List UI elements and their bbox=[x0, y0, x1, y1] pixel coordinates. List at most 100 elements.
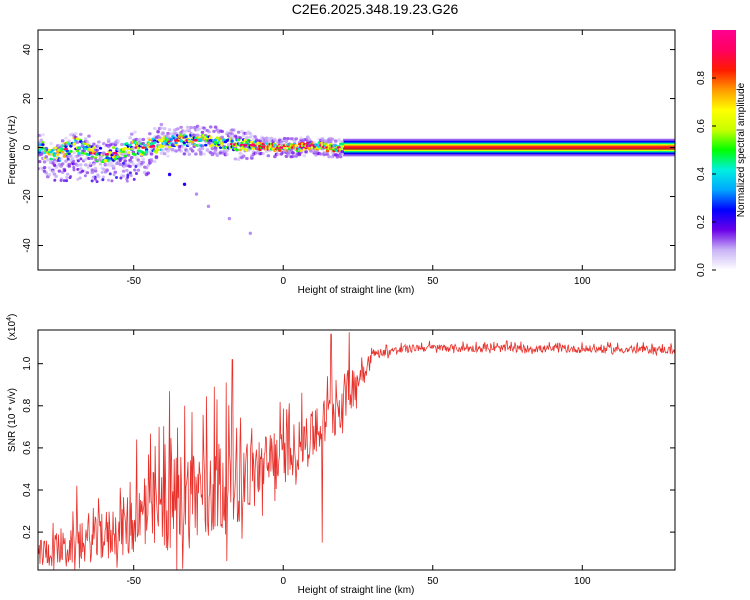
heatmap-y-tick-label: 0 bbox=[22, 144, 33, 150]
heatmap-cell bbox=[153, 141, 157, 145]
heatmap-cell bbox=[231, 128, 236, 132]
heatmap-cell bbox=[157, 135, 162, 140]
heatmap-cell bbox=[185, 149, 190, 153]
heatmap-x-tick-label: 50 bbox=[427, 276, 439, 287]
heatmap-cell bbox=[305, 135, 310, 139]
heatmap-cell bbox=[108, 172, 112, 176]
heatmap-cell bbox=[213, 125, 218, 129]
heatmap-cell bbox=[159, 139, 164, 143]
heatmap-cell bbox=[273, 137, 277, 141]
heatmap-cell bbox=[213, 149, 218, 153]
heatmap-cell bbox=[111, 146, 116, 149]
heatmap-cell bbox=[307, 137, 312, 142]
heatmap-cell bbox=[192, 133, 197, 137]
heatmap-cell bbox=[127, 164, 131, 168]
snr-multiplier: (x104) bbox=[6, 314, 18, 341]
heatmap-panel: -50 0 50 100 -40 -20 0 20 40 Height of straight… bbox=[7, 29, 676, 296]
heatmap-cell bbox=[97, 140, 101, 144]
heatmap-cell bbox=[69, 174, 73, 178]
colorbar-tick-label: 0.8 bbox=[696, 71, 707, 85]
heatmap-cell bbox=[286, 136, 290, 141]
heatmap-cell bbox=[338, 155, 343, 159]
heatmap-cell bbox=[93, 169, 98, 173]
heatmap-cell bbox=[49, 157, 53, 161]
snr-frame bbox=[37, 329, 676, 571]
heatmap-cell bbox=[103, 158, 108, 162]
heatmap-cell bbox=[41, 141, 45, 144]
heatmap-cell bbox=[52, 154, 57, 158]
heatmap-cell bbox=[162, 152, 167, 156]
heatmap-cell bbox=[105, 168, 109, 172]
heatmap-cell bbox=[184, 135, 188, 139]
heatmap-cell bbox=[278, 149, 282, 152]
heatmap-cell bbox=[261, 152, 266, 156]
heatmap-x-ticks: -50 0 50 100 bbox=[126, 30, 591, 287]
heatmap-cell bbox=[207, 141, 211, 145]
heatmap-cell bbox=[236, 130, 241, 134]
heatmap-cell bbox=[123, 146, 127, 150]
heatmap-cell bbox=[57, 169, 62, 173]
heatmap-cell bbox=[52, 152, 57, 155]
heatmap-cell bbox=[137, 160, 141, 164]
heatmap-cell bbox=[333, 139, 338, 143]
heatmap-cell bbox=[46, 158, 50, 162]
heatmap-cell bbox=[146, 171, 151, 175]
snr-multiplier-exponent: 4 bbox=[6, 317, 13, 321]
heatmap-cell bbox=[41, 143, 45, 147]
heatmap-cell bbox=[284, 139, 289, 143]
figure-title: C2E6.2025.348.19.23.G26 bbox=[292, 1, 459, 17]
heatmap-cell bbox=[80, 151, 85, 155]
heatmap-cell bbox=[56, 158, 60, 162]
colorbar-label: Normalized spectral amplitude bbox=[736, 82, 747, 217]
heatmap-cell bbox=[60, 139, 65, 143]
heatmap-cell bbox=[90, 179, 94, 183]
snr-background bbox=[38, 330, 675, 570]
heatmap-cell bbox=[96, 173, 100, 177]
heatmap-cell bbox=[72, 151, 76, 155]
heatmap-cell bbox=[141, 157, 146, 161]
snr-y-tick-label: 0.2 bbox=[22, 525, 33, 539]
heatmap-cell bbox=[167, 128, 172, 132]
heatmap-cell bbox=[69, 154, 73, 158]
heatmap-cell bbox=[90, 157, 94, 161]
heatmap-cell bbox=[245, 136, 249, 140]
heatmap-cell bbox=[149, 152, 154, 156]
heatmap-cell bbox=[152, 126, 157, 131]
heatmap-cell bbox=[129, 132, 134, 136]
heatmap-cell bbox=[64, 159, 68, 163]
heatmap-cell bbox=[144, 150, 149, 154]
colorbar: 0.0 0.2 0.4 0.6 0.8 Normalized spectral ampl… bbox=[696, 30, 747, 277]
heatmap-streak-point bbox=[248, 231, 253, 235]
heatmap-cell bbox=[138, 138, 142, 142]
heatmap-cell bbox=[156, 130, 160, 134]
heatmap-cell bbox=[241, 134, 246, 138]
snr-x-tick-label: 100 bbox=[574, 576, 591, 587]
heatmap-cell bbox=[185, 125, 190, 129]
heatmap-cell bbox=[67, 139, 72, 143]
heatmap-cell bbox=[101, 178, 105, 182]
heatmap-y-tick-label: -40 bbox=[22, 238, 33, 253]
heatmap-cell bbox=[116, 139, 121, 143]
heatmap-cell bbox=[340, 144, 344, 148]
snr-y-tick-label: 1.0 bbox=[22, 356, 33, 370]
heatmap-cell bbox=[238, 136, 243, 140]
heatmap-cell bbox=[166, 131, 170, 136]
heatmap-cell bbox=[230, 132, 234, 136]
heatmap-cell bbox=[101, 175, 105, 179]
heatmap-cell bbox=[74, 131, 78, 136]
heatmap-cell bbox=[106, 138, 111, 142]
heatmap-cell bbox=[118, 162, 123, 166]
heatmap-cell bbox=[171, 147, 175, 152]
heatmap-cell bbox=[95, 148, 100, 152]
heatmap-cell bbox=[144, 152, 149, 156]
heatmap-cell bbox=[133, 153, 137, 156]
heatmap-cell bbox=[64, 136, 68, 140]
heatmap-cell bbox=[207, 130, 211, 134]
heatmap-cell bbox=[304, 150, 308, 154]
colorbar-gradient bbox=[712, 30, 736, 270]
heatmap-cell bbox=[107, 178, 111, 182]
heatmap-cell bbox=[79, 157, 83, 161]
heatmap-cell bbox=[294, 144, 298, 148]
heatmap-cell bbox=[166, 149, 170, 153]
heatmap-cell bbox=[123, 154, 127, 158]
